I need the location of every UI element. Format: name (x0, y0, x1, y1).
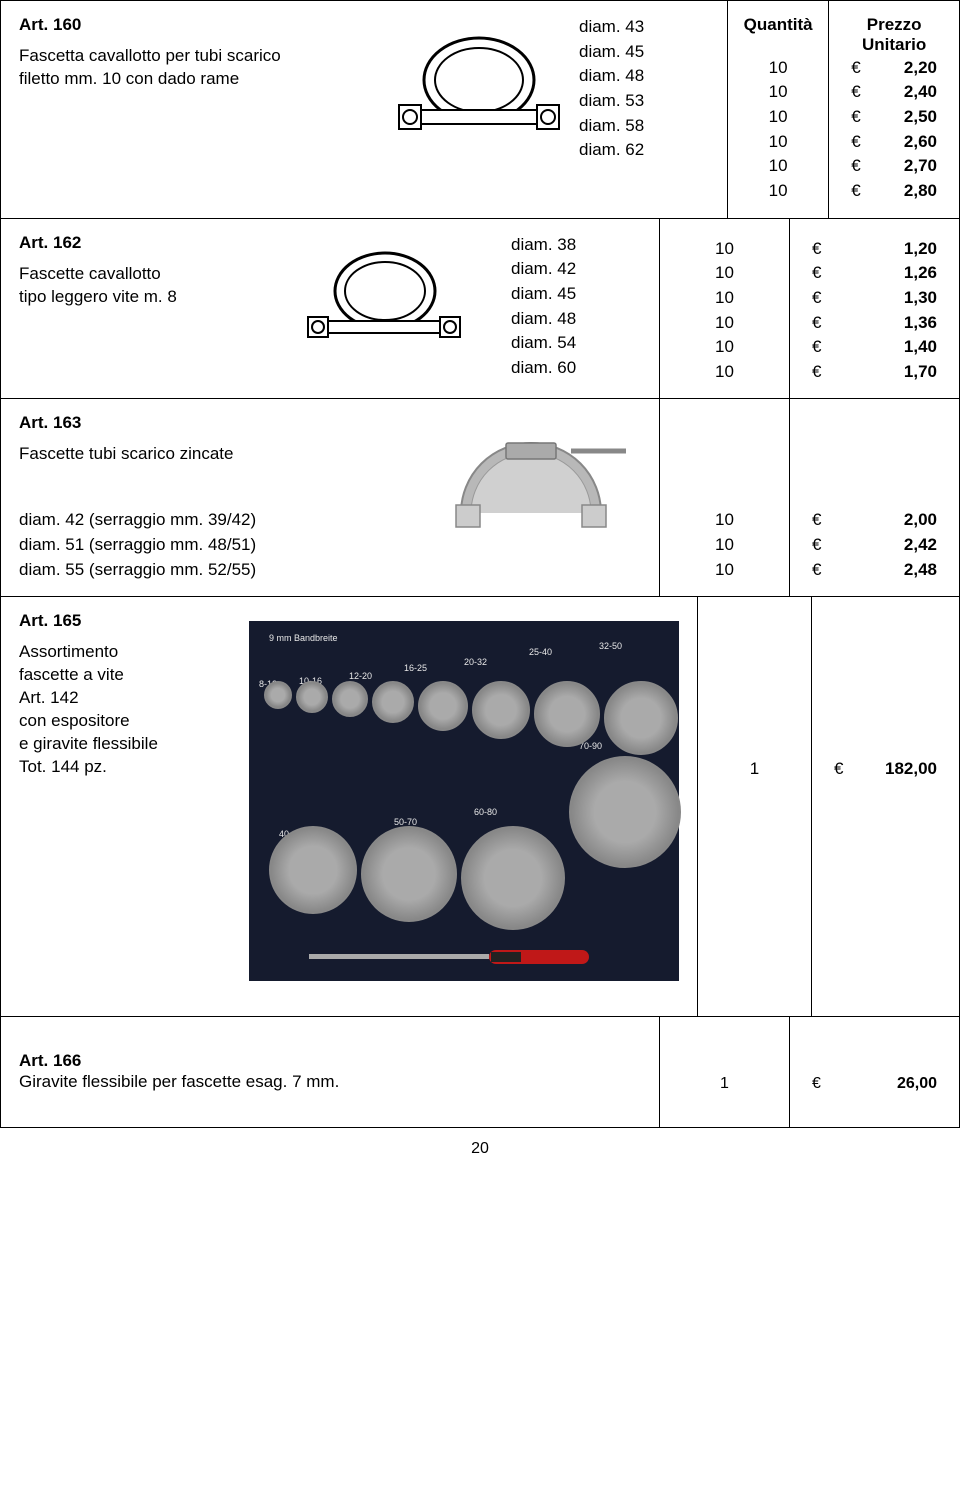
art165-image: 9 mm Bandbreite 8-12 10-16 12-20 16-25 2… (199, 611, 679, 991)
section-art166: Art. 166 Giravite flessibile per fascett… (1, 1017, 959, 1127)
art162-desc: Fascette cavallotto tipo leggero vite m.… (19, 263, 239, 309)
art166-desc: Giravite flessibile per fascette esag. 7… (19, 1071, 641, 1094)
catalog-page: Art. 160 Fascetta cavallotto per tubi sc… (0, 0, 960, 1128)
art160-price-col: Prezzo Unitario €2,20 €2,40 €2,50 €2,60 … (828, 1, 959, 218)
art163-image (431, 413, 641, 582)
qty-header: Quantità (738, 15, 818, 35)
section-art165: Art. 165 Assortimento fascette a vite Ar… (1, 597, 959, 1017)
art160-title: Art. 160 (19, 15, 359, 35)
art160-qty-col: Quantità 10 10 10 10 10 10 (727, 1, 828, 218)
art162-price-col: €1,20 €1,26 €1,30 €1,36 €1,40 €1,70 (789, 219, 959, 399)
art166-qty-col: 1 (659, 1017, 789, 1127)
art165-price-col: €182,00 (811, 597, 959, 1016)
art163-specs: diam. 42 (serraggio mm. 39/42) diam. 51 … (19, 508, 421, 582)
art162-qty-col: 10 10 10 10 10 10 (659, 219, 789, 399)
price-header: Prezzo Unitario (839, 15, 949, 56)
art165-title: Art. 165 (19, 611, 189, 631)
art160-specs: diam. 43 diam. 45 diam. 48 diam. 53 diam… (579, 15, 709, 167)
art160-desc: Fascetta cavallotto per tubi scarico fil… (19, 45, 359, 91)
art162-image (249, 233, 501, 385)
art163-price-col: €2,00 €2,42 €2,48 (789, 399, 959, 596)
art166-title: Art. 166 (19, 1051, 81, 1070)
section-art163: Art. 163 Fascette tubi scarico zincate d… (1, 399, 959, 597)
art162-specs: diam. 38 diam. 42 diam. 45 diam. 48 diam… (511, 233, 641, 385)
art166-price-col: €26,00 (789, 1017, 959, 1127)
page-number: 20 (0, 1128, 960, 1170)
section-art162: Art. 162 Fascette cavallotto tipo legger… (1, 219, 959, 400)
art163-qty-col: 10 10 10 (659, 399, 789, 596)
art165-qty-col: 1 (697, 597, 811, 1016)
art160-image (369, 15, 569, 167)
art165-desc: Assortimento fascette a vite Art. 142 co… (19, 641, 189, 779)
art163-title: Art. 163 (19, 413, 421, 433)
art163-desc: Fascette tubi scarico zincate (19, 443, 421, 466)
art162-title: Art. 162 (19, 233, 239, 253)
section-art160: Art. 160 Fascetta cavallotto per tubi sc… (1, 1, 959, 219)
